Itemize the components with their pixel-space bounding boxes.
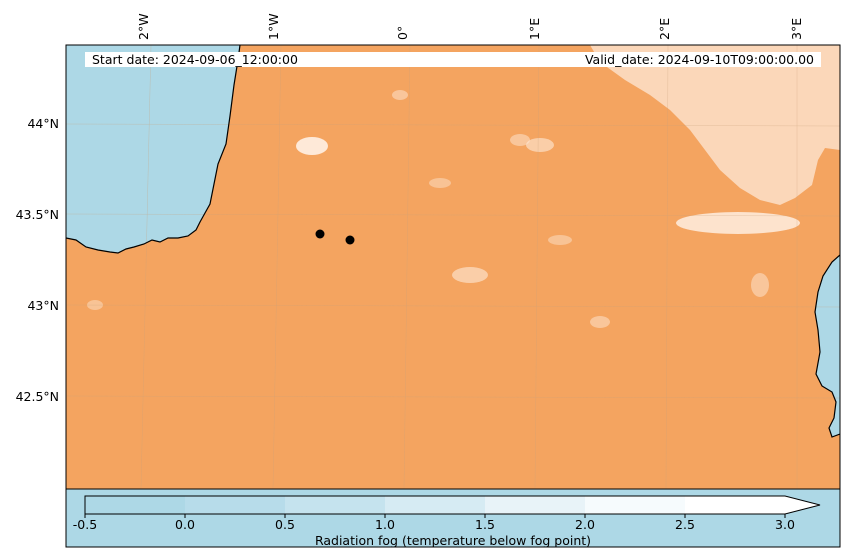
lon-label-2e: 2°E [657,18,672,40]
fog-patch-east [676,212,800,234]
colorbar-tick-label: 3.0 [775,517,795,532]
lat-label-44n: 44°N [27,116,59,131]
colorbar-tick-label: 1.5 [475,517,495,532]
fog-patch-small-6 [751,273,769,297]
lon-label-2w: 2°W [136,13,151,40]
info-box [85,52,821,67]
colorbar-panel: -0.5 0.0 0.5 1.0 1.5 2.0 2.5 3.0 Radiation fog … [65,488,841,548]
colorbar-bin [185,496,286,514]
fog-patch-small-3 [510,134,530,146]
colorbar-tick-label: 0.0 [175,517,195,532]
marker-point-1 [315,229,325,239]
colorbar-label: Radiation fog (temperature below fog poi… [315,533,591,548]
colorbar-outline [84,495,821,515]
start-date-text: Start date: 2024-09-06_12:00:00 [92,52,298,67]
latitude-labels: 44°N 43.5°N 43°N 42.5°N [16,116,59,404]
lat-label-43-5n: 43.5°N [16,207,59,222]
graticule [66,45,840,489]
map-panel: Start date: 2024-09-06_12:00:00 Valid_da… [66,45,840,489]
lon-label-3e: 3°E [789,18,804,40]
land-area [66,45,840,489]
marker-point-2 [345,235,355,245]
lon-label-1e: 1°E [527,18,542,40]
fog-patch-small-5 [590,316,610,328]
lon-label-0: 0° [395,26,410,40]
fog-patch-small-1 [296,137,328,155]
fog-patch-small-4 [452,267,488,283]
colorbar-tick-label: 0.5 [275,517,295,532]
fog-patch-small-8 [429,178,451,188]
colorbar-tick-label: -0.5 [73,517,97,532]
colorbar-tick-label: 2.5 [675,517,695,532]
colorbar-bins [85,496,820,514]
valid-date-text: Valid_date: 2024-09-10T09:00:00.00 [585,52,814,67]
colorbar-extend-arrow [785,496,820,514]
colorbar-bin [685,496,786,514]
colorbar-ticks: -0.5 0.0 0.5 1.0 1.5 2.0 2.5 3.0 [73,514,795,532]
longitude-labels: 2°W 1°W 0° 1°E 2°E 3°E [136,13,804,40]
colorbar-bin [485,496,586,514]
coastline [66,45,241,254]
fog-patch-small-10 [392,90,408,100]
fog-patch-northeast [590,45,840,205]
lon-label-1w: 1°W [266,13,281,40]
colorbar-bin [285,496,386,514]
coastline-east [814,254,840,438]
colorbar-bin [85,496,186,514]
colorbar-tick-label: 2.0 [575,517,595,532]
fog-patches [87,45,840,328]
colorbar-bin [585,496,686,514]
lat-label-43n: 43°N [27,298,59,313]
fog-patch-small-7 [548,235,572,245]
colorbar-bin [385,496,486,514]
colorbar-tick-label: 1.0 [375,517,395,532]
fog-patch-small-2 [526,138,554,152]
lat-label-42-5n: 42.5°N [16,389,59,404]
